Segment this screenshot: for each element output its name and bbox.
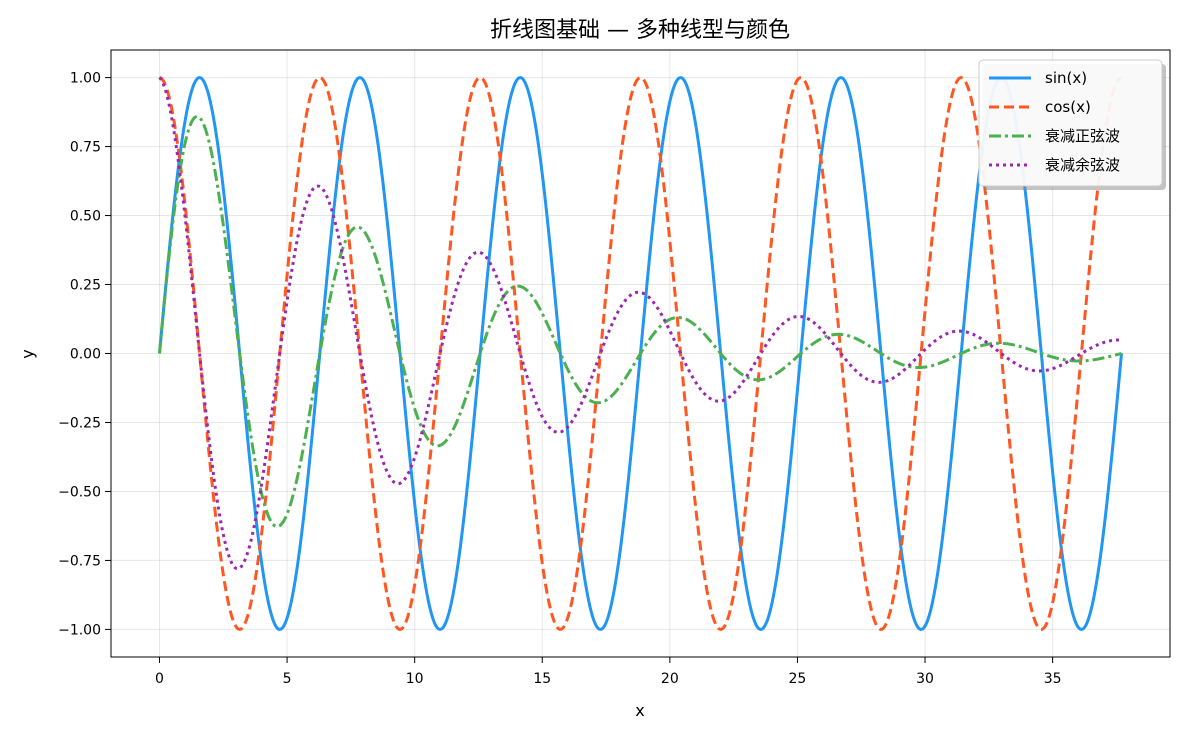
legend-label-1: sin(x) xyxy=(1045,69,1087,87)
chart-title: 折线图基础 — 多种线型与颜色 xyxy=(490,18,790,43)
x-tick-label: 15 xyxy=(533,671,551,687)
legend-box xyxy=(978,59,1163,187)
y-tick-label: 1.00 xyxy=(70,71,101,87)
y-tick-label: 0.50 xyxy=(70,209,101,225)
plot-area xyxy=(157,76,1124,631)
y-tick-label: 0.75 xyxy=(70,140,101,156)
x-tick-label: 25 xyxy=(789,671,807,687)
y-tick-label: −0.75 xyxy=(58,553,101,569)
y-tick-label: 0.00 xyxy=(70,347,101,363)
legend-label-4: 衰减余弦波 xyxy=(1045,156,1120,174)
x-tick-label: 35 xyxy=(1044,671,1062,687)
y-tick-label: −0.25 xyxy=(58,415,101,431)
legend-label-2: cos(x) xyxy=(1045,98,1091,116)
series-line-4 xyxy=(158,76,1122,571)
x-tick-label: 5 xyxy=(283,671,292,687)
x-tick-label: 10 xyxy=(406,671,424,687)
y-tick-label: −0.50 xyxy=(58,484,101,500)
y-tick-label: 0.25 xyxy=(70,278,101,294)
series-line-3 xyxy=(157,114,1122,529)
x-tick-label: 0 xyxy=(155,671,164,687)
x-tick-label: 30 xyxy=(916,671,934,687)
legend-label-3: 衰减正弦波 xyxy=(1045,127,1120,145)
series-line-2 xyxy=(159,76,1122,631)
x-tick-label: 20 xyxy=(661,671,679,687)
y-axis: 1.00 0.75 0.50 0.25 0.00 −0.25 −0.50 −0.75 −1.00 xyxy=(58,71,111,638)
y-tick-label: −1.00 xyxy=(58,622,101,638)
y-axis-label: y xyxy=(18,349,37,358)
x-axis-label: x xyxy=(635,701,644,720)
x-axis: 0 5 10 15 20 25 30 35 xyxy=(155,657,1062,687)
